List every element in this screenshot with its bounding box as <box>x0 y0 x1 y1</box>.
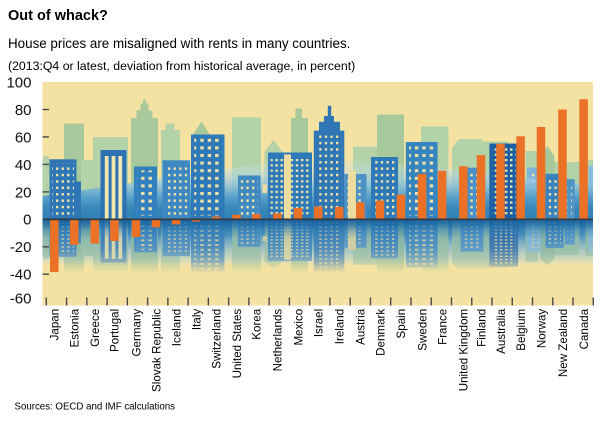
svg-text:20: 20 <box>15 184 32 201</box>
svg-text:Australia: Australia <box>495 308 508 354</box>
svg-text:Switzerland: Switzerland <box>211 309 224 369</box>
svg-text:Out of whack?: Out of whack? <box>8 8 108 24</box>
svg-text:Japan: Japan <box>49 309 62 341</box>
svg-text:0: 0 <box>23 212 31 229</box>
svg-text:Ireland: Ireland <box>334 309 347 344</box>
svg-text:House prices are misaligned wi: House prices are misaligned with rents i… <box>8 36 350 51</box>
svg-text:-60: -60 <box>10 290 32 307</box>
svg-text:60: 60 <box>15 129 32 146</box>
svg-text:Denmark: Denmark <box>374 309 387 356</box>
svg-text:Italy: Italy <box>190 309 203 330</box>
svg-text:United Kingdom: United Kingdom <box>458 309 471 392</box>
svg-text:-40: -40 <box>10 267 32 284</box>
svg-text:Portugal: Portugal <box>109 309 122 352</box>
svg-text:80: 80 <box>15 102 32 119</box>
svg-text:Korea: Korea <box>251 308 264 339</box>
svg-text:40: 40 <box>15 157 32 174</box>
svg-text:Canada: Canada <box>578 308 591 349</box>
svg-text:(2013:Q4 or latest, deviation: (2013:Q4 or latest, deviation from histo… <box>8 59 355 73</box>
svg-text:New Zealand: New Zealand <box>557 309 570 377</box>
svg-text:Austria: Austria <box>355 308 368 345</box>
svg-text:Israel: Israel <box>313 309 326 337</box>
svg-text:Finland: Finland <box>475 309 488 347</box>
svg-text:Belgium: Belgium <box>515 309 528 351</box>
svg-text:-20: -20 <box>10 239 32 256</box>
svg-text:Netherlands: Netherlands <box>272 309 285 372</box>
svg-text:Estonia: Estonia <box>69 308 82 347</box>
svg-text:France: France <box>436 309 449 345</box>
svg-text:Sweden: Sweden <box>416 309 429 351</box>
svg-text:Spain: Spain <box>395 309 408 339</box>
svg-text:Mexico: Mexico <box>292 309 305 346</box>
svg-text:Greece: Greece <box>89 309 102 347</box>
svg-text:Slovak Republic: Slovak Republic <box>150 309 163 392</box>
svg-text:United States: United States <box>231 309 244 379</box>
svg-text:Germany: Germany <box>130 309 143 357</box>
svg-text:Iceland: Iceland <box>170 309 183 346</box>
svg-text:Sources: OECD and IMF calculat: Sources: OECD and IMF calculations <box>15 402 176 413</box>
svg-text:Norway: Norway <box>535 309 548 349</box>
svg-text:100: 100 <box>6 75 31 92</box>
